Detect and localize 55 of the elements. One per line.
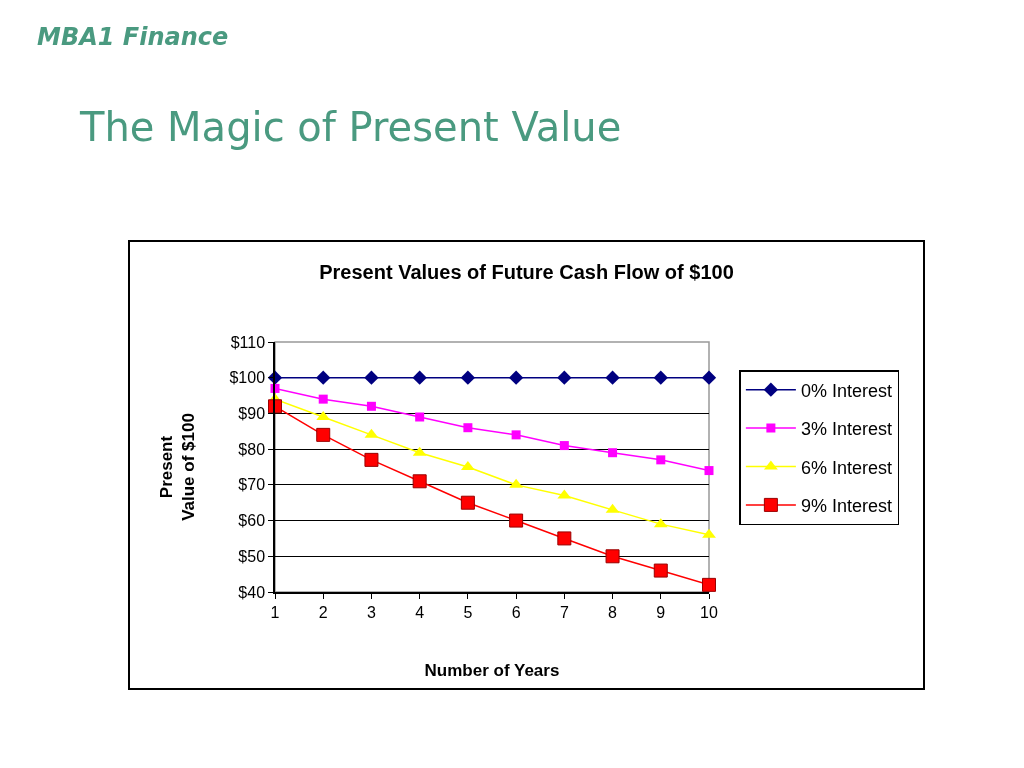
x-tick-label: 8 (608, 603, 618, 621)
point (415, 412, 425, 422)
point (412, 474, 427, 489)
y-tick-label: $70 (238, 476, 266, 494)
x-tick-label: 1 (270, 603, 280, 621)
legend-label: 9% Interest (800, 495, 892, 516)
x-axis-title: Number of Years (424, 660, 560, 680)
x-tick-label: 4 (415, 603, 425, 621)
point (557, 370, 572, 385)
legend-label: 6% Interest (800, 457, 892, 478)
chart-title: Present Values of Future Cash Flow of $100 (319, 260, 734, 283)
point (460, 370, 476, 385)
point (460, 495, 475, 510)
x-tick-label: 7 (559, 603, 569, 621)
point (557, 531, 572, 546)
point (366, 401, 376, 411)
point (508, 370, 524, 385)
x-tick-label: 10 (700, 603, 718, 621)
y-tick-label: $50 (238, 547, 266, 565)
point (364, 452, 379, 467)
point (701, 370, 717, 385)
x-tick-label: 5 (463, 603, 473, 621)
y-axis-title: Present Value of $100 (157, 413, 199, 521)
point (608, 448, 618, 458)
x-tick-label: 9 (656, 603, 666, 621)
y-tick-label: $90 (238, 405, 266, 423)
point (656, 455, 666, 465)
point (605, 370, 620, 385)
legend-label: 3% Interest (800, 419, 892, 440)
point (511, 430, 521, 440)
point (509, 513, 524, 528)
point (653, 563, 668, 578)
point (316, 370, 331, 385)
y-tick-label: $110 (230, 333, 266, 351)
point (702, 577, 716, 592)
text: MBA1 Finance (37, 23, 229, 51)
point (702, 528, 716, 538)
y-tick-label: $40 (238, 583, 266, 601)
text: The Magic of Present Value (80, 104, 622, 150)
point (704, 466, 714, 476)
point (316, 427, 331, 442)
point (364, 370, 379, 385)
y-tick-label: $100 (229, 369, 266, 387)
point (559, 441, 569, 451)
point (653, 370, 668, 385)
legend-label: 0% Interest (800, 380, 892, 401)
point (605, 549, 620, 564)
x-tick-label: 3 (366, 603, 376, 621)
y-tick-label: $60 (238, 512, 266, 530)
point (318, 394, 328, 404)
point (412, 370, 427, 385)
x-tick-label: 2 (318, 603, 328, 621)
x-tick-label: 6 (511, 603, 521, 621)
y-tick-label: $80 (238, 440, 266, 458)
point (463, 423, 473, 433)
